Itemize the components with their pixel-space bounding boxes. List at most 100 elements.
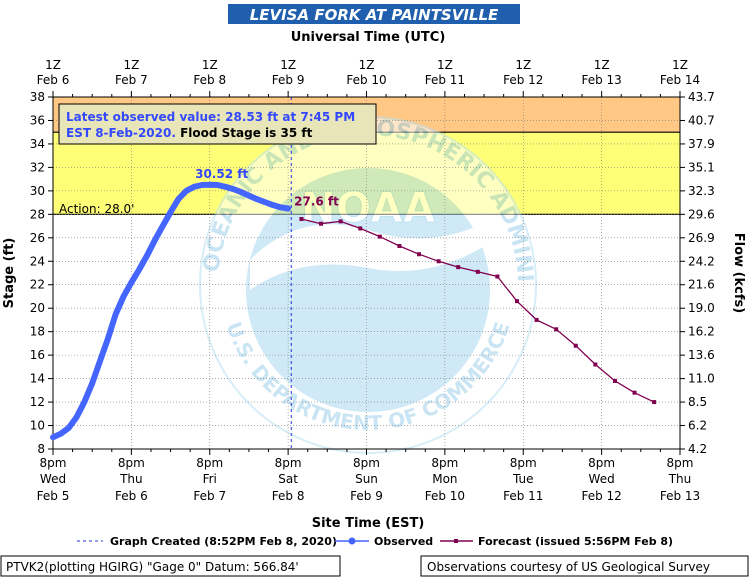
top-tick-zulu: 1Z xyxy=(123,58,139,72)
plot-frame xyxy=(52,96,681,450)
top-tick-date: Feb 7 xyxy=(115,73,148,87)
forecast-point xyxy=(397,244,402,249)
bottom-tick-time: 8pm xyxy=(275,456,302,470)
bottom-tick-day: Thu xyxy=(668,472,692,486)
right-tick-label: 8.5 xyxy=(688,395,707,409)
bottom-tick-date: Feb 5 xyxy=(37,489,70,503)
right-tick-label: 29.6 xyxy=(688,207,715,221)
peak-label: 30.52 ft xyxy=(195,167,248,181)
bottom-tick-day: Thu xyxy=(119,472,143,486)
legend-observed-label: Observed xyxy=(374,535,433,548)
left-tick-label: 32 xyxy=(30,160,45,174)
gull-icon xyxy=(250,222,486,290)
forecast-point xyxy=(436,259,441,264)
forecast-point xyxy=(632,390,637,395)
observed-line xyxy=(50,181,292,441)
right-tick-label: 16.2 xyxy=(688,325,715,339)
chart-title: LEVISA FORK AT PAINTSVILLE xyxy=(250,6,499,24)
forecast-points xyxy=(299,217,657,405)
forecast-point xyxy=(593,362,598,367)
footer-left-box xyxy=(0,555,341,577)
info-box xyxy=(58,103,377,145)
left-tick-label: 38 xyxy=(30,90,45,104)
top-axis-title: Universal Time (UTC) xyxy=(291,30,446,45)
bottom-tick-date: Feb 11 xyxy=(503,489,543,503)
forecast-point xyxy=(534,317,539,322)
left-tick-label: 22 xyxy=(30,278,45,292)
latest-observed-text: Latest observed value: 28.53 ft at 7:45 … xyxy=(66,110,355,124)
top-tick-date: Feb 13 xyxy=(581,73,621,87)
bottom-tick-day: Tue xyxy=(512,472,534,486)
left-tick-label: 18 xyxy=(30,325,45,339)
footer-credit-text: Observations courtesy of US Geological S… xyxy=(427,560,710,574)
left-tick-label: 14 xyxy=(30,372,45,386)
legend-forecast-marker xyxy=(454,539,458,543)
latest-label: 27.6 ft xyxy=(294,194,339,208)
forecast-point xyxy=(554,327,559,332)
left-axis-title: Stage (ft) xyxy=(2,238,17,309)
right-tick-label: 24.2 xyxy=(688,254,715,268)
top-tick-zulu: 1Z xyxy=(515,58,531,72)
right-tick-label: 32.3 xyxy=(688,184,715,198)
footer-datum-text: PTVK2(plotting HGIRG) "Gage 0" Datum: 56… xyxy=(6,560,299,574)
top-tick-zulu: 1Z xyxy=(359,58,375,72)
legend-created-label: Graph Created (8:52PM Feb 8, 2020) xyxy=(110,535,337,548)
right-tick-label: 26.9 xyxy=(688,231,715,245)
bottom-tick-time: 8pm xyxy=(118,456,145,470)
top-tick-date: Feb 14 xyxy=(660,73,700,87)
bottom-tick-day: Mon xyxy=(432,472,457,486)
bottom-tick-date: Feb 10 xyxy=(425,489,465,503)
left-tick-label: 16 xyxy=(30,348,45,362)
top-tick-zulu: 1Z xyxy=(672,58,688,72)
right-tick-label: 37.9 xyxy=(688,137,715,151)
action-label: Action: 28.0' xyxy=(59,202,134,216)
title-bar xyxy=(228,4,520,24)
legend: Graph Created (8:52PM Feb 8, 2020) Obser… xyxy=(77,535,673,548)
right-tick-label: 21.6 xyxy=(688,278,715,292)
right-tick-label: 40.7 xyxy=(688,113,715,127)
bottom-tick-day: Wed xyxy=(589,472,615,486)
left-tick-label: 12 xyxy=(30,395,45,409)
right-tick-label: 13.6 xyxy=(688,348,715,362)
bottom-tick-date: Feb 8 xyxy=(272,489,305,503)
forecast-point xyxy=(358,226,363,231)
forecast-point xyxy=(299,217,304,222)
top-tick-date: Feb 10 xyxy=(346,73,386,87)
bottom-tick-time: 8pm xyxy=(667,456,694,470)
bottom-tick-day: Wed xyxy=(40,472,66,486)
left-tick-label: 24 xyxy=(30,254,45,268)
right-tick-label: 35.1 xyxy=(688,160,715,174)
right-axis-title: Flow (kcfs) xyxy=(731,233,746,313)
left-tick-label: 10 xyxy=(30,419,45,433)
top-tick-zulu: 1Z xyxy=(45,58,61,72)
forecast-point xyxy=(612,378,617,383)
bottom-tick-day: Fri xyxy=(203,472,217,486)
top-tick-zulu: 1Z xyxy=(202,58,218,72)
right-tick-label: 43.7 xyxy=(688,90,715,104)
left-tick-label: 8 xyxy=(37,442,45,456)
bottom-tick-time: 8pm xyxy=(510,456,537,470)
left-tick-label: 30 xyxy=(30,184,45,198)
bottom-tick-day: Sat xyxy=(278,472,298,486)
bottom-tick-date: Feb 9 xyxy=(350,489,383,503)
plot-area: NATIONAL OCEANIC AND ATMOSPHERIC ADMINIS… xyxy=(0,0,681,455)
bottom-axis-title: Site Time (EST) xyxy=(312,516,425,531)
bottom-tick-date: Feb 13 xyxy=(660,489,700,503)
legend-observed-marker xyxy=(348,537,356,545)
bottom-tick-date: Feb 6 xyxy=(115,489,148,503)
bottom-tick-time: 8pm xyxy=(40,456,67,470)
bottom-tick-time: 8pm xyxy=(588,456,615,470)
left-tick-label: 26 xyxy=(30,231,45,245)
footer-right-box xyxy=(420,555,749,577)
right-tick-label: 19.0 xyxy=(688,301,715,315)
bottom-tick-date: Feb 7 xyxy=(193,489,226,503)
left-axis: 8 10 12 14 16 18 20 22 24 26 28 30 32 34 36 38 xyxy=(30,90,53,456)
bottom-tick-date: Feb 12 xyxy=(581,489,621,503)
bottom-tick-time: 8pm xyxy=(353,456,380,470)
top-tick-zulu: 1Z xyxy=(437,58,453,72)
bottom-axis: 8pm Wed Feb 5 8pm Thu Feb 6 8pm Fri Feb 7 8pm Sat F… xyxy=(37,456,701,503)
bottom-tick-time: 8pm xyxy=(196,456,223,470)
